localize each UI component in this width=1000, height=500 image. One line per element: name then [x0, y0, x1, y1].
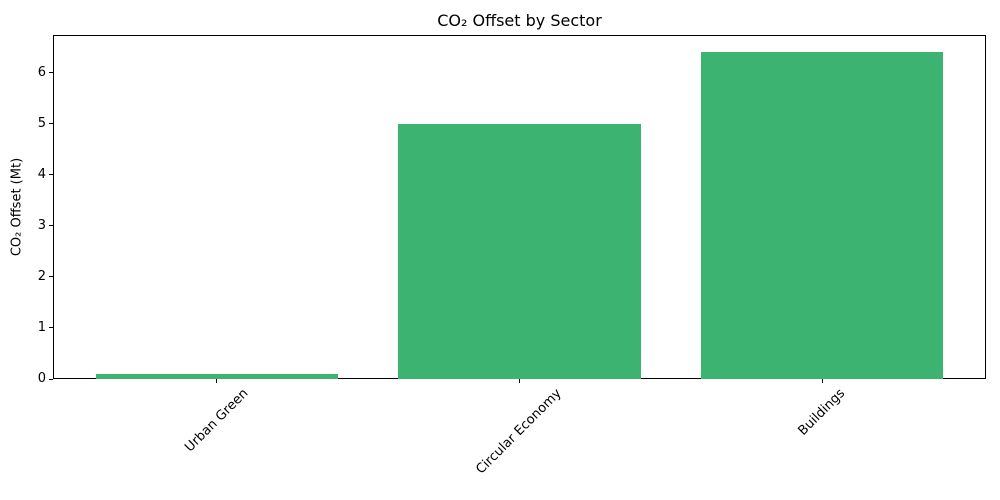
x-tick: [216, 379, 218, 383]
y-tick-label: 6: [37, 64, 46, 80]
x-tick-label: Circular Economy: [473, 386, 565, 478]
y-tick: [49, 225, 53, 227]
y-tick: [49, 174, 53, 176]
y-tick-label: 2: [37, 268, 46, 284]
x-tick: [519, 379, 520, 383]
bar-circular-economy: [398, 123, 641, 379]
y-tick-label: 3: [37, 217, 46, 233]
y-tick: [49, 123, 53, 125]
y-tick: [49, 72, 53, 74]
bar-buildings: [701, 52, 944, 379]
chart-title: CO₂ Offset by Sector: [437, 11, 602, 30]
y-tick: [49, 327, 53, 329]
y-tick: [49, 276, 53, 278]
y-tick: [49, 378, 53, 380]
x-tick-label: Buildings: [795, 386, 848, 439]
y-tick-label: 4: [37, 166, 46, 182]
y-tick-label: 1: [37, 319, 46, 335]
y-tick-label: 0: [37, 371, 46, 386]
y-tick-label: 5: [37, 115, 46, 131]
x-tick: [821, 379, 823, 383]
bar-urban-green: [95, 373, 338, 379]
x-tick-label: Urban Green: [181, 386, 252, 456]
